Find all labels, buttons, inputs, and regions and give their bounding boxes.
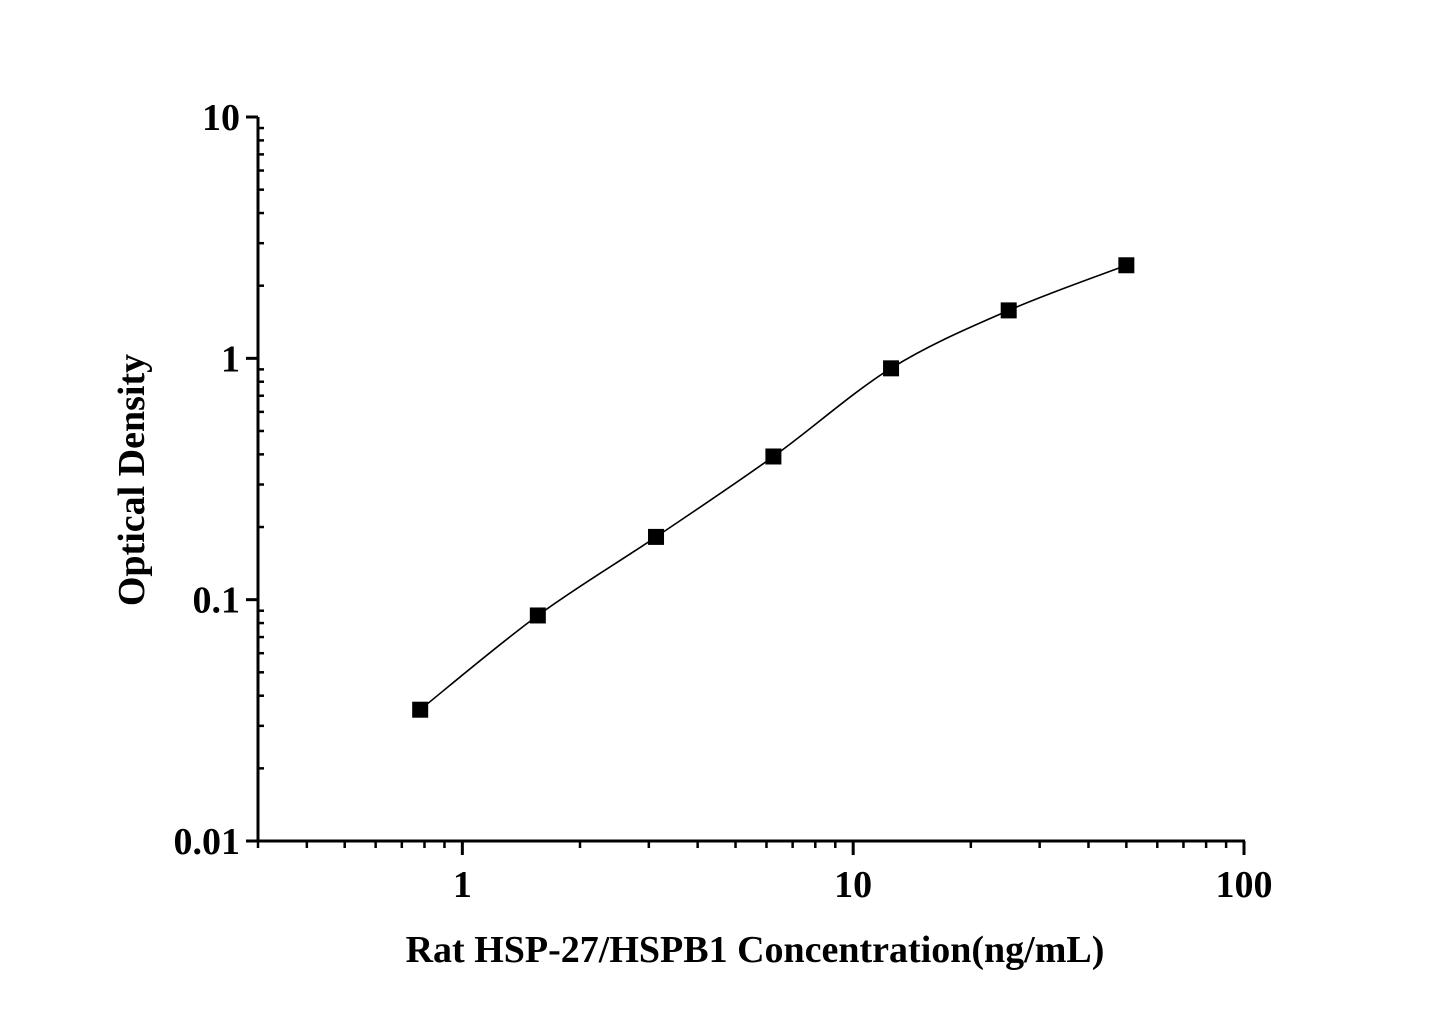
axes — [256, 117, 1245, 843]
y-tick-label: 10 — [202, 97, 240, 139]
tick-labels: 0.01 0.1 1 10 1 10 100 — [174, 97, 1273, 906]
data-point-marker — [883, 360, 900, 377]
data-point-marker — [648, 528, 665, 545]
x-axis-title: Rat HSP-27/HSPB1 Concentration(ng/mL) — [406, 929, 1105, 971]
data-point-marker — [529, 607, 546, 624]
x-tick-label: 1 — [453, 864, 472, 906]
x-tick-label: 10 — [834, 864, 872, 906]
data-point-marker — [412, 701, 429, 718]
axis-ticks — [246, 115, 1246, 855]
y-tick-label: 0.1 — [193, 580, 241, 622]
data-point-marker — [765, 448, 782, 465]
fitted-curve — [419, 264, 1127, 711]
y-tick-label: 0.01 — [174, 821, 241, 863]
data-markers — [412, 257, 1135, 718]
x-tick-label: 100 — [1216, 864, 1273, 906]
y-axis-title: Optical Density — [111, 354, 153, 606]
data-point-marker — [1000, 302, 1017, 319]
y-tick-label: 1 — [221, 338, 240, 380]
data-point-marker — [1118, 257, 1135, 274]
